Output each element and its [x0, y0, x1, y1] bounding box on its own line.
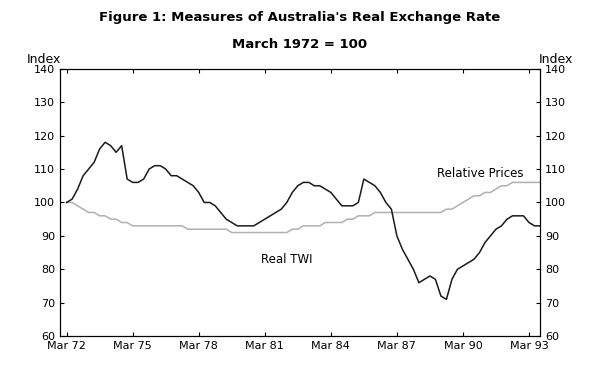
Text: Index: Index: [539, 53, 574, 66]
Text: Relative Prices: Relative Prices: [437, 167, 523, 180]
Text: Index: Index: [26, 53, 61, 66]
Text: March 1972 = 100: March 1972 = 100: [232, 38, 368, 51]
Text: Figure 1: Measures of Australia's Real Exchange Rate: Figure 1: Measures of Australia's Real E…: [100, 11, 500, 24]
Text: Real TWI: Real TWI: [261, 253, 313, 265]
